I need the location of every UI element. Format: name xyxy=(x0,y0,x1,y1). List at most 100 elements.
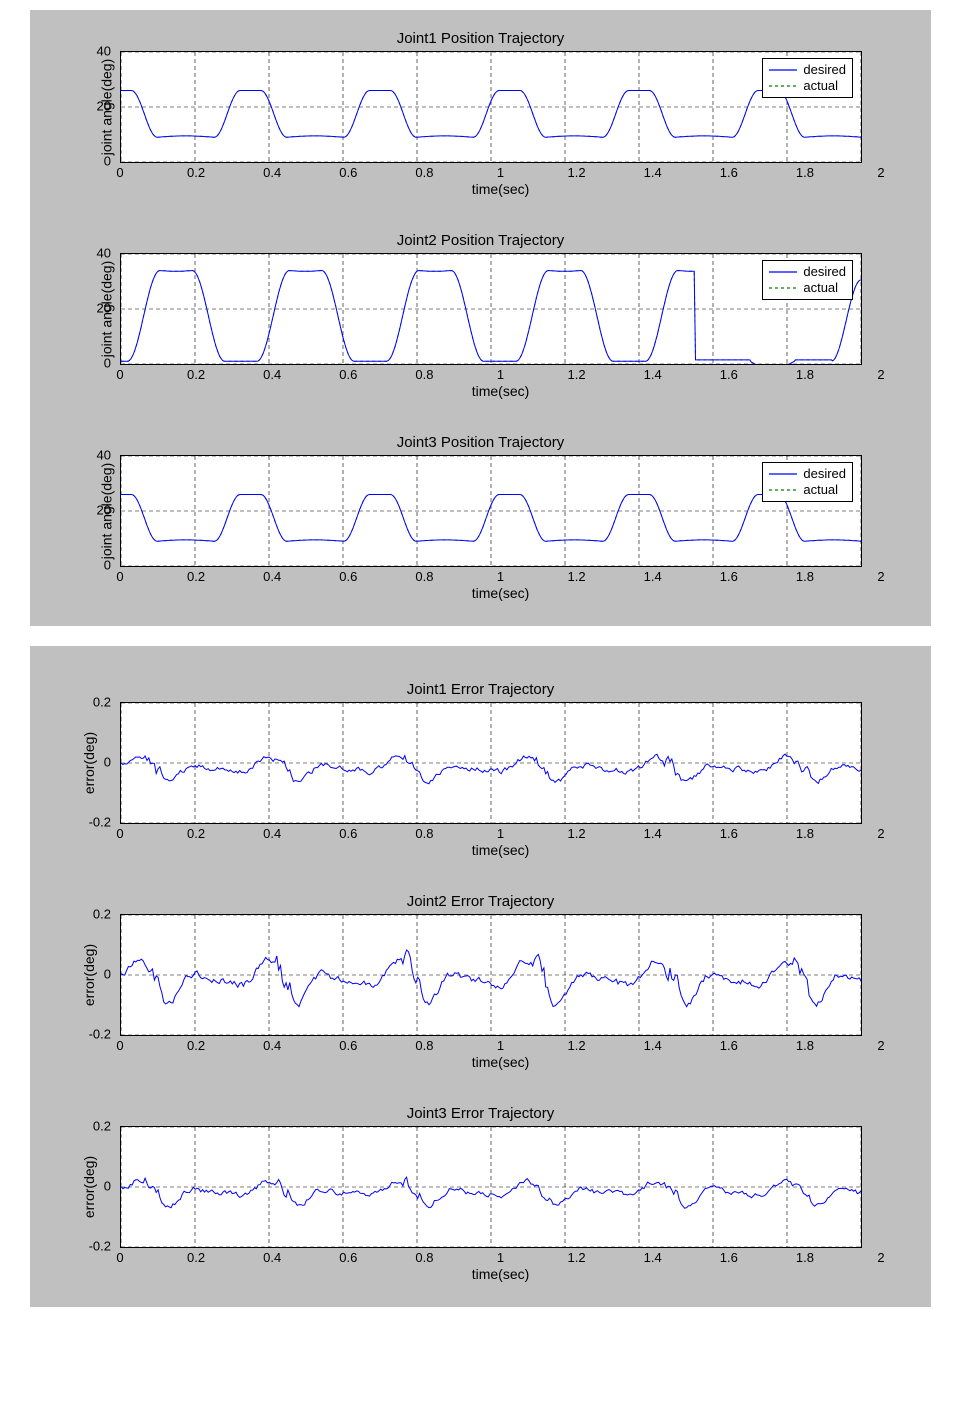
y-tick-label: 0.2 xyxy=(81,1119,111,1134)
x-tick-label: 0.2 xyxy=(187,367,205,382)
plot-area xyxy=(120,914,862,1036)
legend-label: desired xyxy=(803,466,846,482)
legend-row: desired xyxy=(769,62,846,78)
x-tick-label: 1.6 xyxy=(720,1250,738,1265)
x-tick-label: 0.4 xyxy=(263,367,281,382)
subplot: Joint1 Position Trajectoryjoint angle(de… xyxy=(50,30,911,197)
x-tick-label: 1.8 xyxy=(796,826,814,841)
y-tick-label: 0 xyxy=(81,558,111,573)
x-tick-label: 1 xyxy=(497,826,504,841)
subplot: Joint3 Error Trajectoryerror(deg)-0.200.… xyxy=(50,1105,911,1282)
plot-title: Joint3 Error Trajectory xyxy=(50,1105,911,1122)
x-tick-label: 0 xyxy=(116,1250,123,1265)
x-tick-label: 0.2 xyxy=(187,826,205,841)
x-tick-label: 0.2 xyxy=(187,165,205,180)
y-tick-label: 0 xyxy=(81,154,111,169)
plot-title: Joint2 Position Trajectory xyxy=(50,232,911,249)
x-tick-label: 1.8 xyxy=(796,165,814,180)
x-axis-label: time(sec) xyxy=(120,1054,881,1070)
y-tick-label: 20 xyxy=(81,301,111,316)
x-tick-label: 1.4 xyxy=(644,826,662,841)
x-tick-label: 0.6 xyxy=(339,826,357,841)
x-tick-label: 0.4 xyxy=(263,569,281,584)
legend-row: actual xyxy=(769,78,846,94)
y-tick-label: -0.2 xyxy=(81,815,111,830)
x-tick-label: 2 xyxy=(877,569,884,584)
x-tick-label: 0.4 xyxy=(263,826,281,841)
plot-title: Joint1 Error Trajectory xyxy=(50,681,911,698)
x-axis-label: time(sec) xyxy=(120,181,881,197)
x-tick-label: 0.2 xyxy=(187,1250,205,1265)
plot-title: Joint3 Position Trajectory xyxy=(50,434,911,451)
x-tick-label: 0.6 xyxy=(339,1038,357,1053)
x-tick-label: 0.8 xyxy=(415,569,433,584)
x-tick-label: 2 xyxy=(877,165,884,180)
x-tick-label: 1.8 xyxy=(796,569,814,584)
x-tick-label: 0.4 xyxy=(263,165,281,180)
x-tick-label: 0.6 xyxy=(339,1250,357,1265)
x-tick-label: 1.8 xyxy=(796,1250,814,1265)
legend-swatch xyxy=(769,266,797,278)
error-figure-panel: Joint1 Error Trajectoryerror(deg)-0.200.… xyxy=(30,646,931,1307)
x-tick-label: 0.6 xyxy=(339,165,357,180)
y-tick-label: -0.2 xyxy=(81,1027,111,1042)
legend-label: actual xyxy=(803,280,838,296)
x-tick-label: 2 xyxy=(877,1038,884,1053)
x-tick-label: 1 xyxy=(497,1250,504,1265)
y-tick-label: 0.2 xyxy=(81,695,111,710)
legend-row: actual xyxy=(769,280,846,296)
legend-label: actual xyxy=(803,78,838,94)
x-tick-label: 1.4 xyxy=(644,367,662,382)
x-tick-label: 0.6 xyxy=(339,367,357,382)
x-tick-label: 0.8 xyxy=(415,1250,433,1265)
legend-row: desired xyxy=(769,466,846,482)
legend: desiredactual xyxy=(762,58,853,98)
x-tick-label: 2 xyxy=(877,367,884,382)
legend-label: desired xyxy=(803,264,846,280)
y-tick-label: 0 xyxy=(81,356,111,371)
y-tick-label: 40 xyxy=(81,246,111,261)
legend-swatch xyxy=(769,282,797,294)
y-tick-label: 40 xyxy=(81,448,111,463)
x-tick-label: 1.4 xyxy=(644,1038,662,1053)
x-tick-label: 1.8 xyxy=(796,1038,814,1053)
x-tick-label: 0.4 xyxy=(263,1038,281,1053)
x-axis-label: time(sec) xyxy=(120,585,881,601)
x-tick-label: 1.6 xyxy=(720,826,738,841)
x-tick-label: 1.2 xyxy=(568,826,586,841)
x-tick-label: 2 xyxy=(877,826,884,841)
plot-area: desiredactual xyxy=(120,455,862,567)
x-axis-label: time(sec) xyxy=(120,383,881,399)
x-tick-label: 0.2 xyxy=(187,1038,205,1053)
legend-swatch xyxy=(769,484,797,496)
x-tick-label: 1 xyxy=(497,1038,504,1053)
x-tick-label: 1 xyxy=(497,367,504,382)
x-tick-label: 1.4 xyxy=(644,569,662,584)
legend-label: actual xyxy=(803,482,838,498)
y-tick-label: 20 xyxy=(81,99,111,114)
legend-label: desired xyxy=(803,62,846,78)
subplot: Joint2 Position Trajectoryjoint angle(de… xyxy=(50,232,911,399)
legend-row: actual xyxy=(769,482,846,498)
x-tick-label: 1.8 xyxy=(796,367,814,382)
plot-title: Joint2 Error Trajectory xyxy=(50,893,911,910)
x-tick-label: 0 xyxy=(116,569,123,584)
x-tick-label: 1.6 xyxy=(720,569,738,584)
y-tick-label: 0 xyxy=(81,967,111,982)
y-tick-label: 0 xyxy=(81,1179,111,1194)
subplot: Joint3 Position Trajectoryjoint angle(de… xyxy=(50,434,911,601)
x-tick-label: 1.2 xyxy=(568,569,586,584)
legend: desiredactual xyxy=(762,462,853,502)
plot-area xyxy=(120,1126,862,1248)
series-desired xyxy=(121,754,861,784)
x-tick-label: 1.2 xyxy=(568,1250,586,1265)
x-tick-label: 0.4 xyxy=(263,1250,281,1265)
y-tick-label: 0.2 xyxy=(81,907,111,922)
x-tick-label: 0.8 xyxy=(415,826,433,841)
legend: desiredactual xyxy=(762,260,853,300)
x-tick-label: 0.6 xyxy=(339,569,357,584)
x-tick-label: 1.4 xyxy=(644,1250,662,1265)
x-tick-label: 1.6 xyxy=(720,1038,738,1053)
y-tick-label: 40 xyxy=(81,44,111,59)
position-figure-panel: Joint1 Position Trajectoryjoint angle(de… xyxy=(30,10,931,626)
